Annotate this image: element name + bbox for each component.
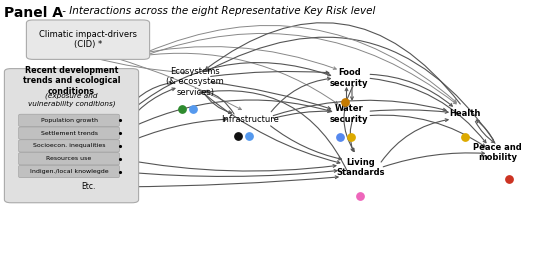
Point — [244, 134, 253, 138]
Text: Living
Standards: Living Standards — [336, 158, 384, 177]
Text: - Interactions across the eight Representative Key Risk level: - Interactions across the eight Represen… — [59, 6, 376, 16]
Text: Socioecon. inequalities: Socioecon. inequalities — [33, 143, 105, 148]
FancyBboxPatch shape — [19, 165, 119, 178]
FancyBboxPatch shape — [19, 127, 119, 139]
Text: Population growth: Population growth — [41, 118, 97, 123]
Point — [341, 100, 350, 104]
Point — [177, 107, 186, 111]
FancyBboxPatch shape — [4, 69, 139, 203]
Text: Etc.: Etc. — [81, 182, 95, 191]
Text: Water
security: Water security — [330, 104, 369, 124]
Point — [356, 194, 365, 198]
Point — [188, 107, 197, 111]
FancyBboxPatch shape — [19, 114, 119, 126]
Text: Climatic impact-drivers
(CID) *: Climatic impact-drivers (CID) * — [39, 30, 137, 49]
Point — [233, 134, 242, 138]
Text: (exposure and
vulnerability conditions): (exposure and vulnerability conditions) — [28, 93, 115, 107]
Point — [504, 177, 513, 181]
Text: Food
security: Food security — [330, 68, 369, 88]
Text: Resources use: Resources use — [46, 156, 92, 161]
Point — [336, 135, 344, 139]
Text: Ecosystems
(& ecosystem
services): Ecosystems (& ecosystem services) — [166, 67, 224, 97]
FancyBboxPatch shape — [19, 140, 119, 152]
Text: Health: Health — [449, 109, 481, 119]
Text: Indigen./local knowlegde: Indigen./local knowlegde — [30, 169, 108, 174]
Text: Infrastructure: Infrastructure — [221, 114, 279, 124]
FancyBboxPatch shape — [19, 153, 119, 165]
Text: Peace and
mobility: Peace and mobility — [474, 143, 522, 162]
Point — [346, 135, 355, 139]
Point — [460, 135, 469, 139]
Text: Panel A: Panel A — [4, 6, 63, 20]
Text: Settlement trends: Settlement trends — [41, 131, 97, 136]
Text: Recent development
trends and ecological
conditions: Recent development trends and ecological… — [23, 66, 120, 95]
FancyBboxPatch shape — [26, 20, 150, 59]
